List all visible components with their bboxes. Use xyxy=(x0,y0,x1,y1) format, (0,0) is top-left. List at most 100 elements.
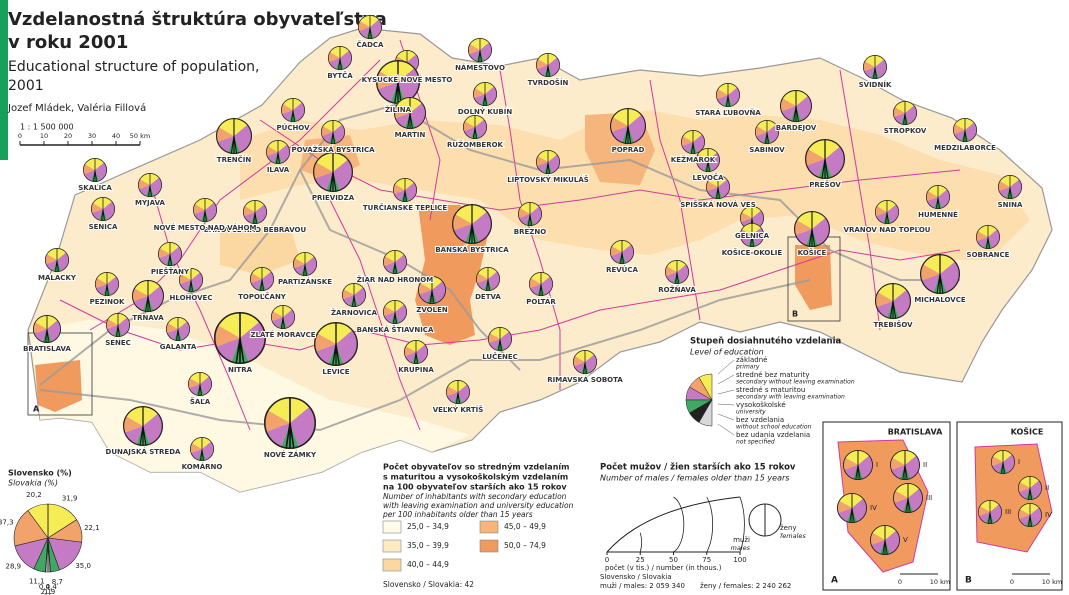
district-label: PREŠOV xyxy=(809,180,841,189)
district-label: LEVOČA xyxy=(692,173,724,182)
district-label: BRATISLAVA xyxy=(23,345,71,353)
choropleth-legend: Počet obyvateľov so stredným vzdelaním s… xyxy=(382,462,574,590)
district-pie xyxy=(536,53,560,77)
district-pie xyxy=(193,198,217,222)
district-label: SNINA xyxy=(998,201,1023,209)
district-pie xyxy=(665,260,689,284)
district-label: MYJAVA xyxy=(135,199,166,207)
females-label: ženy xyxy=(780,524,797,532)
district-label: SENEC xyxy=(105,339,131,347)
scale-label: 50 km xyxy=(130,132,150,140)
district-pie xyxy=(893,483,923,513)
district-label: BÁNOVCE NAD BEBRAVOU xyxy=(204,225,307,234)
district-label: PRIEVIDZA xyxy=(312,194,355,202)
legend-label: bez udania vzdelania xyxy=(736,431,810,439)
district-label: GELNICA xyxy=(735,232,770,240)
district-label: KOŠICE-OKOLIE xyxy=(722,248,783,257)
district-label: POLTÁR xyxy=(526,297,556,306)
district-pie xyxy=(468,38,492,62)
legend-subtitle: Number of males / females older than 15 … xyxy=(600,474,789,483)
pie-title: Slovensko (%) xyxy=(8,469,72,478)
district-label: DETVA xyxy=(475,293,501,301)
district-pie xyxy=(463,115,487,139)
inset-letter: A xyxy=(831,576,838,586)
district-label: TRENČÍN xyxy=(217,155,252,164)
legend-label: základné xyxy=(736,356,767,364)
inset-part: III xyxy=(926,494,932,502)
levels-legend: Stupeň dosiahnutého vzdelania Level of e… xyxy=(690,336,842,357)
district-pie xyxy=(1018,476,1042,500)
district-pie xyxy=(83,158,107,182)
district-pie xyxy=(573,350,597,374)
inset-part: V xyxy=(903,536,908,544)
legend-label: stredné bez maturity xyxy=(736,371,809,379)
district-label: ZVOLEN xyxy=(416,306,448,314)
inset-part: III xyxy=(1005,508,1011,516)
district-label: BREZNO xyxy=(514,228,546,236)
district-label: SOBRANCE xyxy=(967,251,1010,259)
subtitle: Educational structure of population, xyxy=(8,59,260,75)
district-label: ŽARNOVICA xyxy=(331,308,378,317)
district-label: SABINOV xyxy=(749,146,785,154)
district-label: BANSKÁ ŠTIAVNICA xyxy=(357,325,434,334)
district-pie xyxy=(45,248,69,272)
size-arc xyxy=(639,532,642,553)
size-tick-label: 0 xyxy=(605,556,609,564)
inset-marker: B xyxy=(792,310,798,319)
pie-value-label: 22,1 xyxy=(84,524,100,532)
district-pie xyxy=(243,200,267,224)
pie-value-label: 20,2 xyxy=(26,491,42,499)
district-label: KRUPINA xyxy=(398,366,434,374)
district-label: TURČIANSKE TEPLICE xyxy=(363,203,447,212)
inset-part: II xyxy=(1045,484,1049,492)
pie-value-label: 0,4 xyxy=(39,583,51,591)
district-pie xyxy=(452,204,492,244)
district-pie xyxy=(978,500,1002,524)
district-label: TVRDOŠÍN xyxy=(528,78,569,87)
district-pie xyxy=(518,202,542,226)
district-pie xyxy=(805,139,845,179)
district-label: KEŽMAROK xyxy=(671,155,716,164)
inset-part: I xyxy=(1018,458,1020,466)
district-pie xyxy=(342,283,366,307)
inset-title: BRATISLAVA xyxy=(888,428,943,437)
size-tick-label: 75 xyxy=(702,556,711,564)
district-pie xyxy=(610,108,646,144)
class-label: 25,0 – 34,9 xyxy=(407,522,449,531)
district-pie xyxy=(393,178,417,202)
size-arc xyxy=(706,496,714,553)
district-pie xyxy=(321,120,345,144)
legend-title: na 100 obyvateľov starších ako 15 rokov xyxy=(383,482,567,492)
district-pie xyxy=(875,283,911,319)
inset-scale-label: 0 xyxy=(898,578,902,586)
district-label: TRNAVA xyxy=(132,314,164,322)
scale-ratio: 1 : 1 500 000 xyxy=(20,123,74,132)
district-pie xyxy=(920,254,960,294)
district-pie xyxy=(383,250,407,274)
size-tick-label: 100 xyxy=(733,556,746,564)
district-pie xyxy=(998,175,1022,199)
district-pie xyxy=(976,225,1000,249)
legend-title: Stupeň dosiahnutého vzdelania xyxy=(690,336,842,347)
pie-value-label: 8,7 xyxy=(52,578,63,586)
district-pie xyxy=(138,173,162,197)
district-pie xyxy=(95,272,119,296)
pie-value-label: 1,9 xyxy=(44,588,55,595)
district-pie xyxy=(610,240,634,264)
size-tick-label: 50 xyxy=(669,556,678,564)
class-swatch xyxy=(479,520,499,534)
district-pie xyxy=(893,101,917,125)
inset-title: KOŠICE xyxy=(1011,426,1044,437)
legend-label-en: without school education xyxy=(736,424,812,431)
district-pie xyxy=(446,380,470,404)
district-label: GALANTA xyxy=(160,343,197,351)
inset-letter: B xyxy=(965,576,972,586)
district-label: SVIDNÍK xyxy=(859,80,892,89)
district-pie xyxy=(188,372,212,396)
district-label: ROŽŇAVA xyxy=(658,285,696,294)
legend-label-en: secondary with leaving examination xyxy=(736,394,845,401)
district-pie xyxy=(536,150,560,174)
pie-value-label: 31,9 xyxy=(62,495,78,503)
inset-part: I xyxy=(876,461,878,469)
